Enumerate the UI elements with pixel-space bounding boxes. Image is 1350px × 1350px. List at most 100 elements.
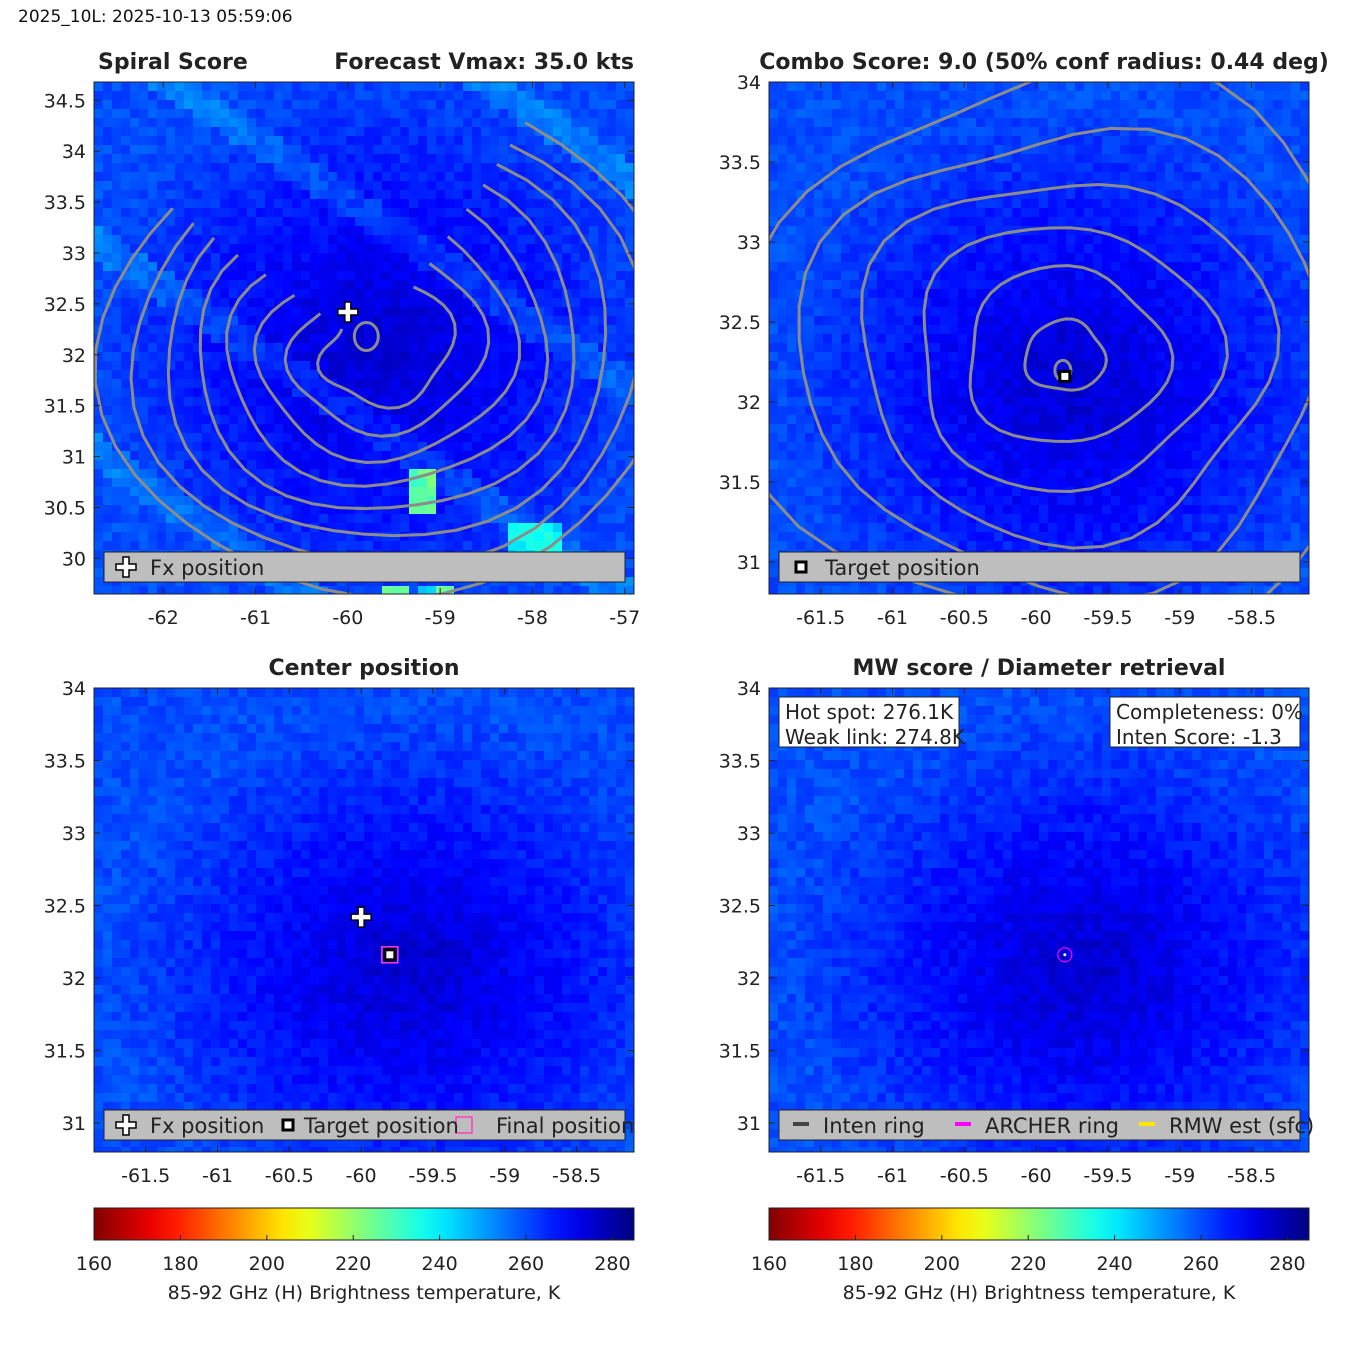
tb-cell (139, 496, 149, 506)
tb-cell (832, 127, 842, 137)
tb-cell (625, 469, 634, 479)
tb-cell (607, 226, 617, 236)
tb-cell (778, 172, 788, 182)
tb-cell (1012, 199, 1022, 209)
tb-cell (1129, 262, 1139, 272)
tb-cell (103, 91, 113, 101)
tb-cell (193, 307, 203, 317)
tb-cell (1048, 181, 1058, 191)
tb-cell (607, 370, 617, 380)
tb-cell (778, 271, 788, 281)
tb-cell (112, 433, 122, 443)
tb-cell (1129, 190, 1139, 200)
tb-cell (553, 496, 563, 506)
tb-cell (544, 487, 554, 497)
tb-cell (337, 163, 347, 173)
tb-cell (1093, 217, 1103, 227)
tb-cell (823, 154, 833, 164)
tb-cell (310, 496, 320, 506)
tb-cell (1048, 163, 1058, 173)
tb-cell (139, 514, 149, 524)
tb-cell (1129, 181, 1139, 191)
tb-cell (256, 316, 266, 326)
tb-cell (256, 208, 266, 218)
tb-cell (436, 82, 446, 92)
tb-cell (931, 235, 941, 245)
tb-cell (625, 352, 634, 362)
tb-cell (121, 442, 131, 452)
tb-cell (526, 226, 536, 236)
tb-cell (805, 235, 815, 245)
tb-cell (1210, 289, 1220, 299)
tb-cell (94, 424, 104, 434)
tb-cell (1291, 82, 1301, 92)
tb-cell (499, 262, 509, 272)
tb-cell (508, 586, 518, 594)
tb-cell (1228, 136, 1238, 146)
tb-cell (553, 388, 563, 398)
tb-cell (445, 262, 455, 272)
tb-cell (220, 100, 230, 110)
tb-cell (427, 82, 437, 92)
tb-cell (436, 172, 446, 182)
tb-cell (517, 325, 527, 335)
tb-cell (364, 280, 374, 290)
tb-cell (1156, 91, 1166, 101)
tb-cell (310, 199, 320, 209)
tb-cell (184, 451, 194, 461)
tb-cell (1219, 298, 1229, 308)
tb-cell (1264, 271, 1274, 281)
tb-cell (589, 208, 599, 218)
tb-cell (121, 280, 131, 290)
tb-cell (481, 235, 491, 245)
tb-cell (247, 397, 257, 407)
tb-cell (1066, 226, 1076, 236)
tb-cell (895, 145, 905, 155)
tb-cell (571, 352, 581, 362)
tb-cell (805, 226, 815, 236)
tb-cell (985, 172, 995, 182)
tb-cell (355, 316, 365, 326)
tb-cell (121, 388, 131, 398)
tb-cell (454, 208, 464, 218)
tb-cell (337, 343, 347, 353)
tb-cell (454, 343, 464, 353)
tb-cell (247, 82, 257, 92)
tb-cell (535, 244, 545, 254)
tb-cell (139, 460, 149, 470)
tb-cell (607, 136, 617, 146)
tb-cell (544, 343, 554, 353)
tb-cell (1201, 127, 1211, 137)
tb-cell (787, 190, 797, 200)
tb-cell (517, 298, 527, 308)
tb-cell (1129, 163, 1139, 173)
tb-cell (913, 199, 923, 209)
tb-cell (130, 298, 140, 308)
tb-cell (589, 442, 599, 452)
tb-cell (526, 541, 536, 551)
tb-cell (535, 370, 545, 380)
tb-cell (1201, 181, 1211, 191)
tb-cell (301, 325, 311, 335)
tb-cell (1210, 172, 1220, 182)
tb-cell (1282, 253, 1292, 263)
tb-cell (94, 433, 104, 443)
tb-cell (526, 262, 536, 272)
tb-cell (301, 370, 311, 380)
tb-cell (130, 289, 140, 299)
tb-cell (265, 379, 275, 389)
tb-cell (904, 91, 914, 101)
tb-cell (121, 208, 131, 218)
tb-cell (382, 406, 392, 416)
tb-cell (292, 181, 302, 191)
tb-cell (328, 136, 338, 146)
tb-cell (787, 307, 797, 317)
tb-cell (319, 208, 329, 218)
tb-cell (1273, 145, 1283, 155)
tb-cell (301, 415, 311, 425)
tb-cell (616, 586, 626, 594)
tb-cell (103, 280, 113, 290)
tb-cell (328, 460, 338, 470)
tb-cell (481, 496, 491, 506)
tb-cell (958, 172, 968, 182)
